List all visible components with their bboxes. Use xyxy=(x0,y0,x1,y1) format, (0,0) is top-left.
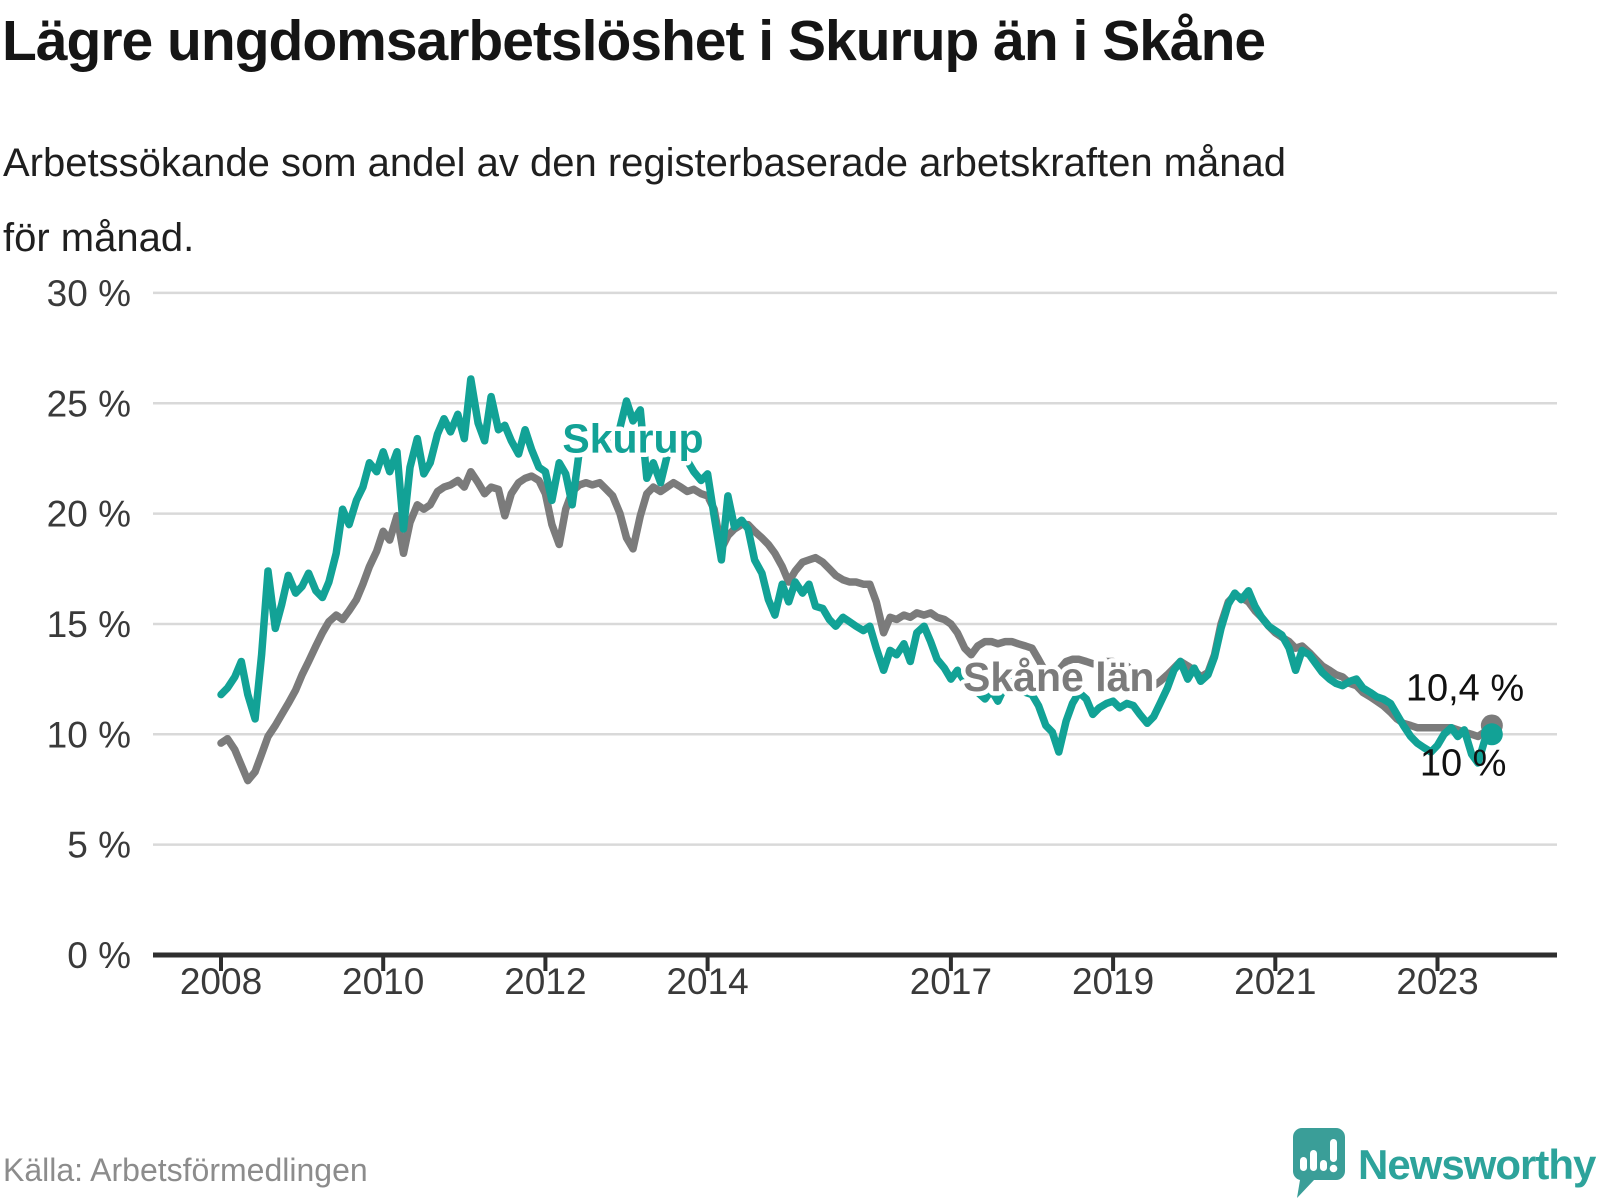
chart-subtitle: Arbetssökande som andel av den registerb… xyxy=(3,141,1286,260)
x-axis-label: 2019 xyxy=(1072,961,1154,1002)
newsworthy-logo: Newsworthy xyxy=(1289,1126,1596,1200)
end-value-label: 10,4 % xyxy=(1406,667,1524,709)
x-axis-label: 2012 xyxy=(504,961,586,1002)
source-note: Källa: Arbetsförmedlingen xyxy=(3,1152,368,1188)
y-axis-label: 20 % xyxy=(47,494,131,535)
y-axis-label: 25 % xyxy=(47,383,131,424)
brand-wordmark: Newsworthy xyxy=(1358,1141,1596,1188)
logo-bar-icon xyxy=(1310,1150,1317,1171)
series-label-skurup: Skurup xyxy=(562,416,703,462)
y-axis-label: 5 % xyxy=(67,825,131,866)
x-axis-label: 2010 xyxy=(342,961,424,1002)
y-axis-label: 10 % xyxy=(47,714,131,755)
logo-bar-icon xyxy=(1300,1157,1307,1171)
logo-exclamation-icon xyxy=(1330,1139,1337,1162)
logo-exclamation-dot-icon xyxy=(1329,1164,1338,1173)
y-axis-label: 0 % xyxy=(67,935,131,976)
newsworthy-bubble-icon xyxy=(1292,1128,1345,1198)
chart-title: Lägre ungdomsarbetslöshet i Skurup än i … xyxy=(2,9,1266,73)
x-axis-label: 2014 xyxy=(666,961,748,1002)
end-point-dot xyxy=(1480,723,1503,746)
x-axis-label: 2017 xyxy=(910,961,992,1002)
y-axis-label: 15 % xyxy=(47,604,131,645)
y-axis-label: 30 % xyxy=(47,273,131,314)
x-axis-label: 2021 xyxy=(1234,961,1316,1002)
end-value-label: 10 % xyxy=(1420,742,1507,784)
x-axis-label: 2008 xyxy=(180,961,262,1002)
logo-bar-icon xyxy=(1320,1160,1327,1171)
series-label-skåne-län: Skåne län xyxy=(963,654,1154,700)
series-line-skurup xyxy=(217,375,1496,767)
x-axis-label: 2023 xyxy=(1396,961,1478,1002)
